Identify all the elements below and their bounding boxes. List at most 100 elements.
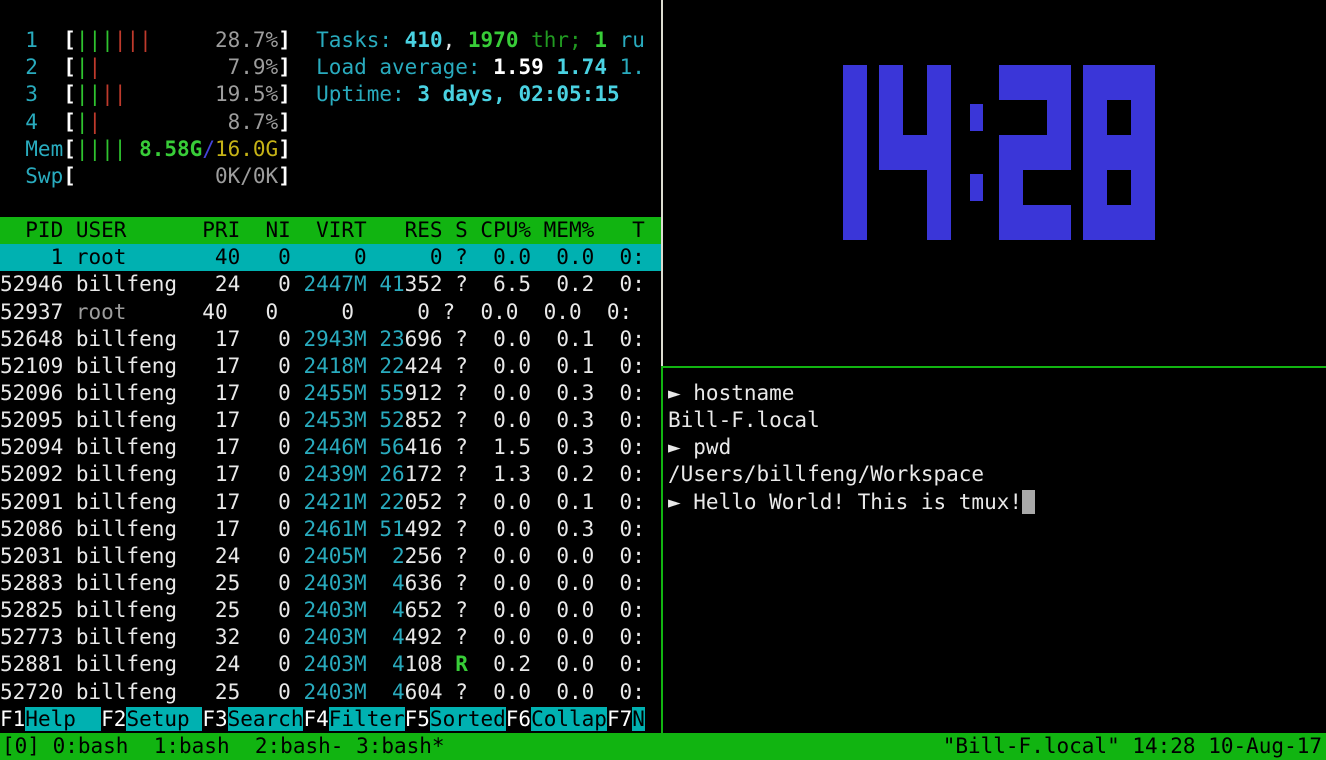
fkey-help-button[interactable]: Help [25, 706, 102, 731]
text-segment: 1. [619, 55, 645, 80]
cpu-meter-3: 3 [|||| 19.5%] Uptime: 3 days, 02:05:15 [0, 81, 619, 108]
text-segment: ] [278, 109, 291, 134]
window-2-bash-last[interactable]: 2:bash- [254, 734, 344, 758]
process-row-52096[interactable]: 52096 billfeng 17 0 2455M 55912 ? 0.0 0.… [0, 380, 645, 407]
process-row-52091[interactable]: 52091 billfeng 17 0 2421M 22052 ? 0.0 0.… [0, 489, 645, 516]
text-segment: Swp [0, 163, 64, 188]
fkey-search-button[interactable]: Search [227, 706, 304, 731]
text-segment: 52825 billfeng 25 0 [0, 598, 304, 623]
cpu-meter-2: 2 [|| 7.9%] Load average: 1.59 1.74 1. [0, 54, 645, 81]
clock-segment [1083, 205, 1107, 240]
text-segment: |||| [75, 136, 127, 161]
fkey-f2[interactable]: F2 [101, 706, 127, 731]
fkey-sorted-button[interactable]: Sorted [429, 706, 506, 731]
text-segment: ? 0.0 0.3 0: [442, 381, 645, 405]
text-segment: ► hostname [668, 381, 795, 405]
text-segment: ] [278, 136, 291, 161]
window-0-bash[interactable]: 0:bash [52, 734, 129, 758]
process-row-52720[interactable]: 52720 billfeng 25 0 2403M 4604 ? 0.0 0.0… [0, 679, 645, 706]
process-row-52086[interactable]: 52086 billfeng 17 0 2461M 51492 ? 0.0 0.… [0, 516, 645, 543]
clock-segment [843, 135, 867, 170]
fkey-filter-button[interactable]: Filter [328, 706, 405, 731]
fkey-f4[interactable]: F4 [303, 706, 329, 731]
command-line-pwd: ► pwd [668, 434, 731, 461]
text-segment: 2403M [303, 598, 367, 623]
process-row-52937[interactable]: 52937 root 40 0 0 0 ? 0.0 0.0 0: [0, 299, 632, 326]
clock-segment [927, 65, 951, 100]
text-segment: | [88, 109, 102, 134]
text-segment: 52946 billfeng 24 0 [0, 272, 304, 297]
process-row-52825[interactable]: 52825 billfeng 25 0 2403M 4652 ? 0.0 0.0… [0, 597, 645, 624]
fkey-collap-button[interactable]: Collap [531, 706, 607, 731]
text-segment: 19.5% [214, 82, 279, 107]
text-segment: 416 [404, 435, 443, 460]
clock-segment [1047, 100, 1071, 135]
text-segment: 40 0 0 0 ? 0.0 0.0 0: [189, 299, 633, 324]
text-segment: ? 0.0 0.3 0: [442, 408, 645, 433]
text-segment: [ [63, 82, 76, 107]
text-segment: Mem [0, 136, 64, 161]
process-row-52883[interactable]: 52883 billfeng 25 0 2403M 4636 ? 0.0 0.0… [0, 570, 645, 597]
process-row-52092[interactable]: 52092 billfeng 17 0 2439M 26172 ? 1.3 0.… [0, 461, 645, 488]
text-segment: 16.0G [214, 136, 279, 161]
process-row-52881[interactable]: 52881 billfeng 24 0 2403M 4108 R 0.2 0.0… [0, 651, 645, 678]
active-command-line[interactable]: ► Hello World! This is tmux! [668, 489, 1035, 516]
clock-digit-2 [999, 65, 1071, 240]
text-segment: 2403M [303, 679, 367, 704]
fkey-f5[interactable]: F5 [404, 706, 430, 731]
process-row-1-selected[interactable]: 1 root 40 0 0 0 ? 0.0 0.0 0: [0, 244, 662, 272]
text-segment [128, 734, 153, 758]
clock-segment [1047, 65, 1071, 100]
text-segment: 1970 [467, 28, 519, 53]
text-segment: 108 [404, 652, 443, 677]
text-segment: 256 [404, 543, 443, 568]
text-segment: 52 [379, 408, 405, 433]
fkey-f7[interactable]: F7 [606, 706, 633, 731]
fkey-nice-button[interactable]: N [632, 706, 645, 731]
window-1-bash[interactable]: 1:bash [153, 734, 230, 758]
process-row-52095[interactable]: 52095 billfeng 17 0 2453M 52852 ? 0.0 0.… [0, 407, 645, 434]
text-segment: 41 [379, 272, 405, 297]
text-segment: 52937 [0, 299, 76, 324]
window-list: [0] 0:bash 1:bash 2:bash- 3:bash* [2, 733, 445, 760]
clock-segment [1131, 135, 1155, 170]
pane-border-vertical-inactive[interactable] [661, 0, 663, 366]
process-row-52773[interactable]: 52773 billfeng 32 0 2403M 4492 ? 0.0 0.0… [0, 624, 645, 651]
process-row-52648[interactable]: 52648 billfeng 17 0 2943M 23696 ? 0.0 0.… [0, 326, 645, 353]
text-segment: 3 [0, 82, 64, 107]
pane-border-horizontal-active[interactable] [663, 366, 1326, 368]
fkey-setup-button[interactable]: Setup [126, 706, 203, 731]
text-segment: 8.58G [139, 136, 203, 161]
text-segment: ? 0.0 0.1 0: [442, 489, 645, 514]
text-segment: 2447M [303, 272, 367, 297]
window-3-bash-current[interactable]: 3:bash* [356, 734, 445, 758]
process-row-52031[interactable]: 52031 billfeng 24 0 2405M 2256 ? 0.0 0.0… [0, 543, 645, 570]
text-segment: 52091 billfeng 17 0 [0, 489, 304, 514]
clock-segment [927, 170, 951, 205]
text-segment: 1.59 [493, 55, 557, 80]
text-segment: ] [278, 163, 291, 188]
clock-segment [1083, 100, 1107, 135]
process-table-header[interactable]: PID USER PRI NI VIRT RES S CPU% MEM% T [0, 217, 662, 245]
process-row-52109[interactable]: 52109 billfeng 17 0 2418M 22424 ? 0.0 0.… [0, 353, 645, 380]
clock-segment [999, 170, 1023, 205]
process-row-52946[interactable]: 52946 billfeng 24 0 2447M 41352 ? 6.5 0.… [0, 271, 645, 298]
fkey-f3[interactable]: F3 [202, 706, 228, 731]
pane-border-vertical-active[interactable] [661, 366, 663, 733]
fkey-f1[interactable]: F1 [0, 706, 26, 731]
text-segment: 912 [404, 381, 443, 405]
text-segment: 410 [404, 28, 443, 53]
text-segment: 492 [404, 516, 443, 541]
cpu-meter-4: 4 [|| 8.7%] [0, 109, 291, 136]
text-segment: 652 [404, 598, 443, 623]
text-segment [126, 82, 215, 106]
text-segment: ||| [75, 28, 114, 53]
text-cursor[interactable] [1022, 489, 1035, 514]
process-row-52094[interactable]: 52094 billfeng 17 0 2446M 56416 ? 1.5 0.… [0, 434, 645, 461]
text-segment: 2461M [303, 516, 367, 541]
fkey-f6[interactable]: F6 [505, 706, 532, 731]
terminal-pane[interactable]: ► hostname Bill-F.local ► pwd/Users/billfe… [663, 0, 1326, 733]
clock-segment [1023, 65, 1047, 100]
text-segment: 52881 billfeng 24 0 [0, 652, 304, 677]
text-segment: 1 root 40 0 0 0 ? 0.0 0.0 0: [0, 245, 645, 270]
